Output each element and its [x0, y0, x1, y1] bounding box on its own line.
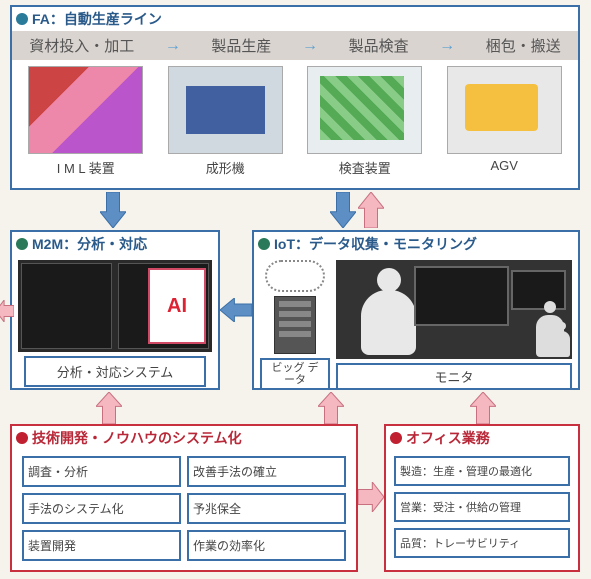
tech-to-m2m-up-arrow-icon	[96, 392, 122, 424]
monitor-icon	[511, 270, 566, 310]
circle-bullet-icon	[390, 432, 402, 444]
iot-to-fa-up-arrow-icon	[358, 192, 384, 228]
device-label: 検査装置	[339, 158, 391, 177]
fa-flow-step: 梱包・搬送	[486, 35, 561, 56]
m2m-title-bar: M2M：分析・対応	[12, 232, 218, 256]
tech-item: 装置開発	[22, 530, 181, 561]
person-icon	[361, 290, 416, 355]
tech-item: 予兆保全	[187, 493, 346, 524]
arrow-right-icon: →	[302, 37, 318, 55]
fa-flow-row: 資材投入・加工 → 製品生産 → 製品検査 → 梱包・搬送	[12, 31, 578, 60]
tech-grid: 調査・分析 改善手法の確立 手法のシステム化 予兆保全 装置開発 作業の効率化	[12, 450, 356, 567]
server-icon	[274, 296, 316, 354]
office-item: 品質：トレーサビリティ	[394, 528, 570, 558]
office-title-bar: オフィス業務	[386, 426, 578, 450]
device-label: AGV	[491, 158, 518, 173]
fa-title-bar: FA：自動生産ライン	[12, 7, 578, 31]
fa-flow-step: 製品生産	[211, 35, 271, 56]
iot-title: IoT：データ収集・モニタリング	[274, 234, 477, 254]
circle-bullet-icon	[16, 13, 28, 25]
device-iml: I M L 装置	[28, 66, 143, 177]
tech-title: 技術開発・ノウハウのシステム化	[32, 428, 242, 448]
iot-right-col: モニタ	[336, 260, 572, 390]
monitor-scene	[336, 260, 572, 359]
tech-item: 手法のシステム化	[22, 493, 181, 524]
office-title: オフィス業務	[406, 428, 490, 448]
tech-title-bar: 技術開発・ノウハウのシステム化	[12, 426, 356, 450]
fa-to-iot-down-arrow-icon	[330, 192, 356, 228]
tech-to-iot-up-arrow-icon	[318, 392, 344, 424]
device-label: I M L 装置	[57, 158, 115, 177]
iot-box: IoT：データ収集・モニタリング ビッグ データ モニタ	[252, 230, 580, 390]
arrow-right-icon: →	[439, 37, 455, 55]
fa-flow-step: 製品検査	[349, 35, 409, 56]
circle-bullet-icon	[16, 238, 28, 250]
m2m-title: M2M：分析・対応	[32, 234, 147, 254]
office-list: 製造：生産・管理の最適化 営業：受注・供給の管理 品質：トレーサビリティ	[386, 450, 578, 564]
tech-to-office-right-arrow-icon	[358, 482, 384, 512]
arrow-right-icon: →	[165, 37, 181, 55]
tech-box: 技術開発・ノウハウのシステム化 調査・分析 改善手法の確立 手法のシステム化 予…	[10, 424, 358, 572]
office-to-iot-up-arrow-icon	[470, 392, 496, 424]
fa-to-m2m-down-arrow-icon	[100, 192, 126, 228]
tech-item: 作業の効率化	[187, 530, 346, 561]
circle-bullet-icon	[16, 432, 28, 444]
fa-flow-step: 資材投入・加工	[29, 35, 134, 56]
iot-to-m2m-left-arrow-icon	[220, 298, 252, 322]
device-molding: 成形機	[168, 66, 283, 177]
device-image	[447, 66, 562, 154]
monitor-icon	[414, 266, 509, 326]
iot-title-bar: IoT：データ収集・モニタリング	[254, 232, 578, 256]
device-image	[307, 66, 422, 154]
tech-item: 改善手法の確立	[187, 456, 346, 487]
office-box: オフィス業務 製造：生産・管理の最適化 営業：受注・供給の管理 品質：トレーサビ…	[384, 424, 580, 572]
device-image	[28, 66, 143, 154]
device-agv: AGV	[447, 66, 562, 177]
person-icon	[554, 331, 570, 357]
device-image	[168, 66, 283, 154]
m2m-box: M2M：分析・対応 AI 分析・対応システム	[10, 230, 220, 390]
office-item: 製造：生産・管理の最適化	[394, 456, 570, 486]
office-item: 営業：受注・供給の管理	[394, 492, 570, 522]
fa-title: FA：自動生産ライン	[32, 9, 162, 29]
ai-badge: AI	[148, 268, 206, 344]
device-label: 成形機	[206, 158, 245, 177]
monitor-label: モニタ	[336, 363, 572, 390]
bigdata-label: ビッグ データ	[260, 358, 330, 390]
m2m-illustration: AI	[18, 260, 212, 352]
circle-bullet-icon	[258, 238, 270, 250]
panel-icon	[21, 263, 112, 349]
fa-devices-row: I M L 装置 成形機 検査装置 AGV	[12, 60, 578, 179]
cloud-icon	[265, 260, 325, 292]
iot-body: ビッグ データ モニタ	[254, 256, 578, 394]
m2m-system-label: 分析・対応システム	[24, 356, 206, 387]
tech-item: 調査・分析	[22, 456, 181, 487]
device-inspection: 検査装置	[307, 66, 422, 177]
fa-box: FA：自動生産ライン 資材投入・加工 → 製品生産 → 製品検査 → 梱包・搬送…	[10, 5, 580, 190]
m2m-to-left-out-arrow-icon	[0, 300, 14, 322]
iot-left-col: ビッグ データ	[260, 260, 330, 390]
